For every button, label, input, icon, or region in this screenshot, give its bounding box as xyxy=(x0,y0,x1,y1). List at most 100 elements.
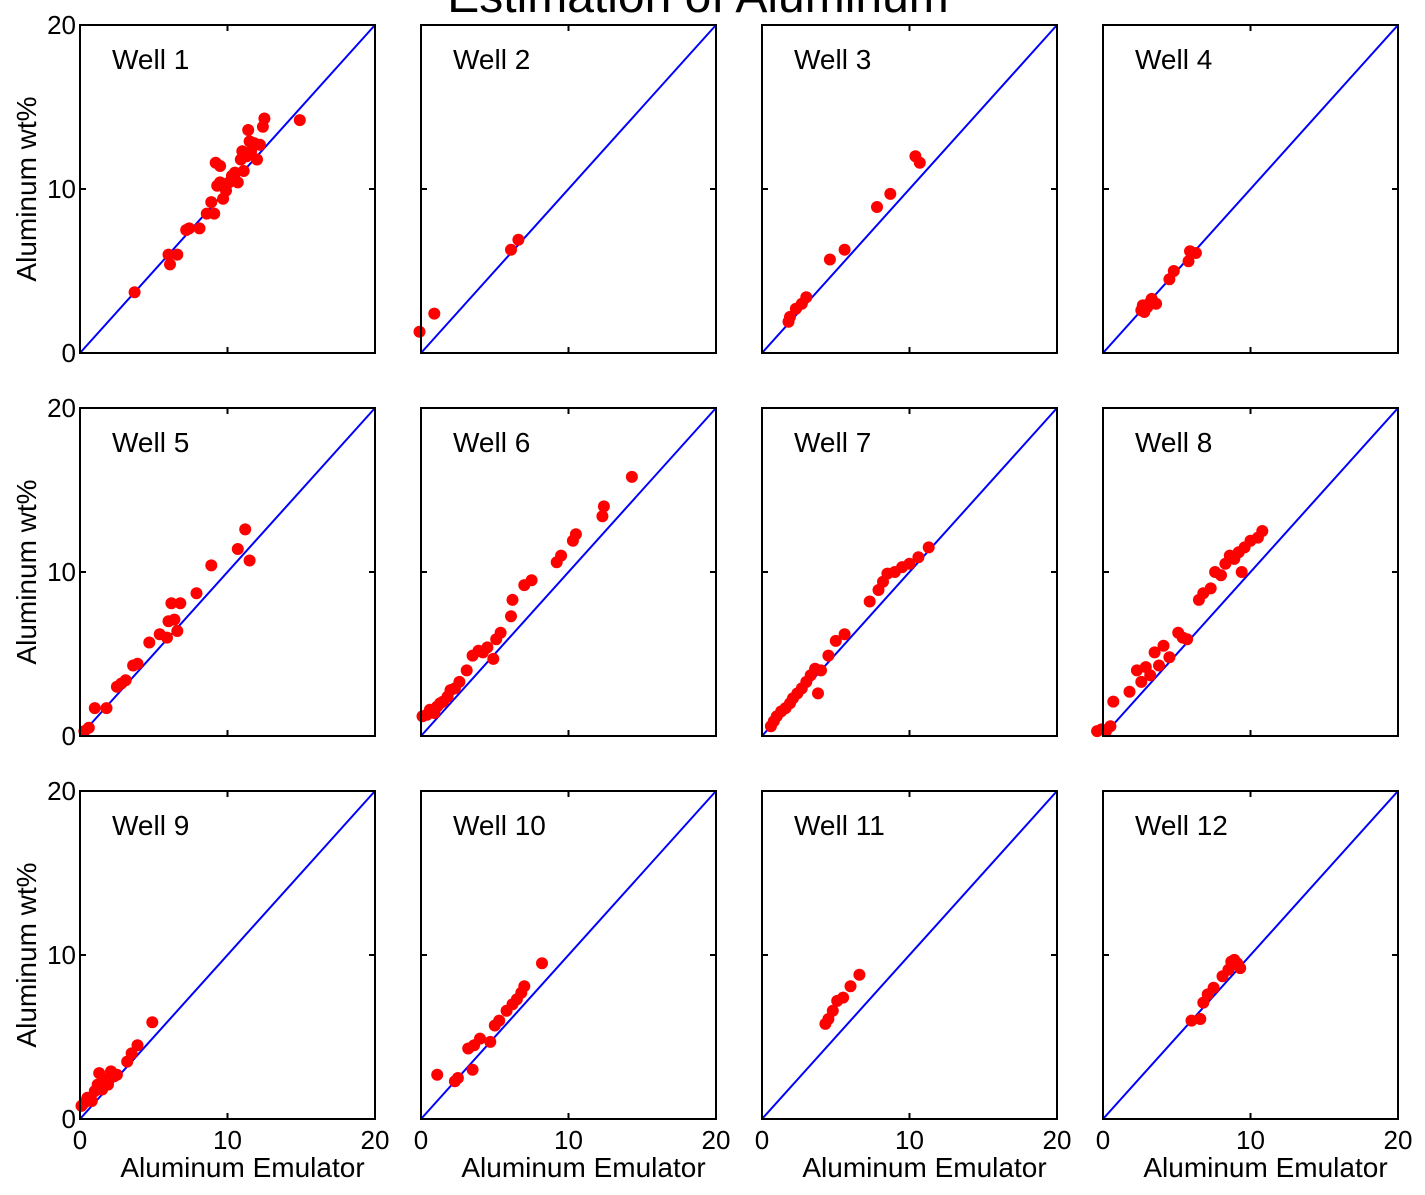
data-point xyxy=(1256,525,1269,537)
data-point xyxy=(1194,1013,1207,1025)
data-point xyxy=(243,554,256,567)
data-point xyxy=(597,500,610,513)
figure-title: Estimation of Aluminum xyxy=(447,0,949,23)
data-point xyxy=(413,325,426,338)
panel-label: Well 3 xyxy=(794,44,871,75)
data-point xyxy=(829,634,842,647)
data-point xyxy=(512,233,525,246)
data-point xyxy=(131,1039,144,1052)
data-point xyxy=(171,625,184,637)
data-point xyxy=(863,595,876,608)
x-tick-label: 10 xyxy=(554,1125,583,1155)
data-point xyxy=(1163,651,1176,664)
x-tick-label: 10 xyxy=(895,1125,924,1155)
y-axis-label: Aluminum wt% xyxy=(11,96,42,281)
y-axis-label: Aluminum wt% xyxy=(11,479,42,664)
data-point xyxy=(1182,255,1195,268)
panel-7: Well 7 xyxy=(761,407,1058,737)
data-point xyxy=(208,207,221,220)
data-point xyxy=(1153,659,1165,672)
data-point xyxy=(494,626,507,639)
data-point xyxy=(1104,720,1117,733)
data-point xyxy=(1148,646,1161,659)
panel-label: Well 2 xyxy=(453,44,530,75)
reference-line xyxy=(761,790,1058,1120)
data-point xyxy=(131,657,144,670)
data-point xyxy=(1189,247,1202,259)
data-point xyxy=(1135,675,1148,688)
scatter-points xyxy=(1185,953,1247,1027)
data-point xyxy=(214,160,227,172)
data-point xyxy=(912,551,925,564)
data-point xyxy=(844,980,857,993)
data-point xyxy=(431,1068,444,1081)
data-point xyxy=(800,291,813,304)
data-point xyxy=(1167,265,1180,277)
data-point xyxy=(100,702,113,715)
data-point xyxy=(88,702,101,715)
panel-5: Well 5 0 10 20 Aluminum wt% xyxy=(11,393,376,751)
x-tick-label: 0 xyxy=(414,1125,428,1155)
scatter-points xyxy=(413,233,525,338)
data-point xyxy=(903,557,916,570)
data-point xyxy=(85,1095,98,1107)
data-point xyxy=(251,153,263,166)
y-tick-label: 0 xyxy=(62,338,76,368)
data-point xyxy=(231,543,244,555)
data-point xyxy=(506,593,519,606)
data-point xyxy=(193,222,206,235)
scatter-points xyxy=(78,523,256,738)
data-point xyxy=(1123,685,1136,698)
panel-label: Well 6 xyxy=(453,427,530,458)
y-tick-label: 10 xyxy=(47,940,76,970)
reference-line xyxy=(1102,407,1399,737)
data-point xyxy=(487,652,500,665)
data-point xyxy=(293,114,306,127)
panel-1: Well 1 0 10 20 Aluminum wt% xyxy=(11,10,376,368)
y-tick-label: 10 xyxy=(47,557,76,587)
data-point xyxy=(1181,633,1194,646)
panel-6: Well 6 xyxy=(416,407,717,737)
data-point xyxy=(505,610,517,623)
data-point xyxy=(183,222,196,235)
data-point xyxy=(231,176,244,189)
data-point xyxy=(164,258,176,271)
data-point xyxy=(451,1072,464,1084)
data-point xyxy=(128,286,141,299)
y-tick-label: 20 xyxy=(47,393,76,423)
data-point xyxy=(1107,695,1120,708)
y-tick-label: 20 xyxy=(47,10,76,40)
data-point xyxy=(460,664,473,677)
data-point xyxy=(258,112,271,125)
data-point xyxy=(205,559,218,572)
data-point xyxy=(239,523,252,536)
data-point xyxy=(505,243,517,256)
panel-label: Well 4 xyxy=(1135,44,1212,75)
data-point xyxy=(428,307,441,320)
data-point xyxy=(838,628,851,641)
data-point xyxy=(838,243,851,256)
data-point xyxy=(837,991,850,1004)
x-tick-label: 0 xyxy=(755,1125,769,1155)
y-tick-label: 0 xyxy=(62,721,76,751)
data-point xyxy=(596,510,609,523)
y-tick-label: 20 xyxy=(47,776,76,806)
panel-label: Well 7 xyxy=(794,427,871,458)
data-point xyxy=(119,674,132,687)
data-point xyxy=(913,156,926,169)
data-point xyxy=(453,675,466,688)
data-point xyxy=(1150,297,1163,310)
scatter-points xyxy=(819,968,866,1030)
data-point xyxy=(823,253,836,266)
data-point xyxy=(484,1035,497,1048)
x-tick-label: 20 xyxy=(1043,1125,1072,1155)
data-point xyxy=(242,124,255,136)
data-point xyxy=(174,597,187,610)
scatter-points xyxy=(416,470,638,723)
data-point xyxy=(536,957,548,970)
x-tick-label: 20 xyxy=(1384,1125,1413,1155)
data-point xyxy=(1234,962,1247,975)
